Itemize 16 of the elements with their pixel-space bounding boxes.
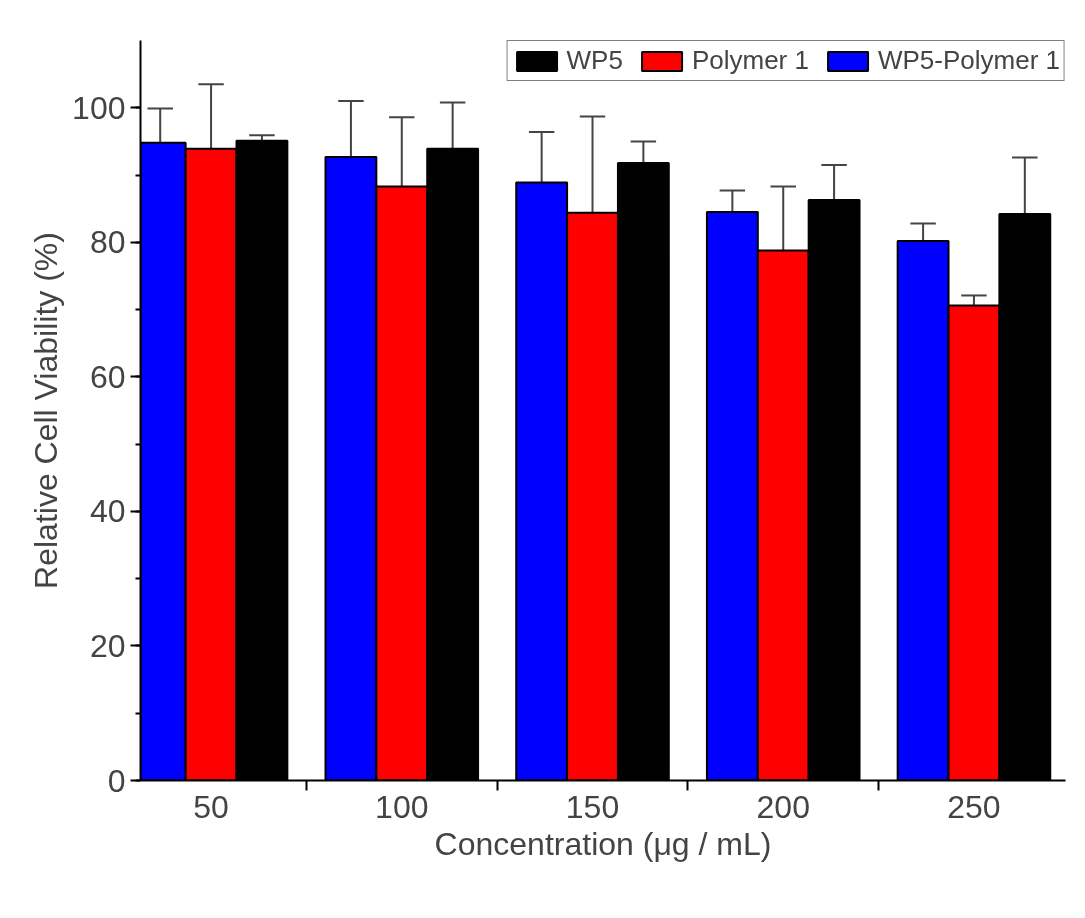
y-tick-label: 80	[89, 224, 126, 261]
x-tick-label: 250	[947, 788, 1001, 825]
legend-label: WP5	[566, 45, 623, 76]
y-tick-label: 40	[89, 493, 126, 530]
y-tick-label: 0	[107, 762, 126, 799]
x-tick-label: 100	[375, 788, 429, 825]
y-axis-title: Relative Cell Viability (%)	[28, 232, 65, 589]
x-tick-label: 200	[756, 788, 810, 825]
legend-label: Polymer 1	[691, 45, 809, 76]
legend-label: WP5-Polymer 1	[877, 45, 1060, 76]
x-tick-label: 150	[565, 788, 620, 825]
y-tick-label: 60	[89, 358, 126, 395]
x-tick-label: 50	[193, 788, 229, 825]
y-tick-label: 20	[89, 627, 126, 664]
y-tick-label: 100	[72, 89, 126, 126]
x-axis-title: Concentration (μg / mL)	[434, 825, 772, 862]
